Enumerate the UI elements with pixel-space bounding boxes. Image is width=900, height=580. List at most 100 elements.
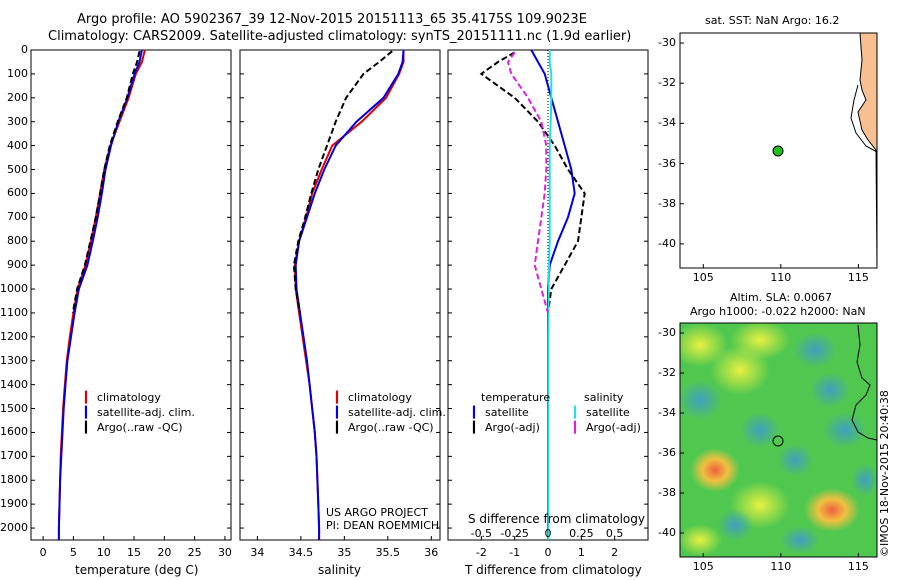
x-tick-label: 0 xyxy=(544,546,552,559)
sst-y-tick-label: -32 xyxy=(658,76,676,90)
sst-map-land xyxy=(857,32,878,269)
legend-item-argo: ▎ Argo(..raw -QC) xyxy=(85,421,183,434)
salinity-xlabel: salinity xyxy=(318,563,362,577)
legend-header-temperature: temperature xyxy=(481,391,551,404)
profile-title: Argo profile: AO 5902367_39 12-Nov-2015 … xyxy=(77,12,587,27)
legend-item-s-argo: ▎ Argo(-adj) xyxy=(574,421,641,434)
sst-x-tick-label: 105 xyxy=(692,271,714,284)
y-tick-label: 400 xyxy=(7,138,28,152)
x-tick-top-label: -0.25 xyxy=(500,527,529,540)
x-tick-label: 10 xyxy=(96,546,111,559)
y-tick-label: 900 xyxy=(7,258,28,272)
sla-map xyxy=(679,322,878,558)
y-tick-label: 800 xyxy=(7,234,28,248)
legend-item-s-satellite: ▎ satellite xyxy=(574,406,630,419)
x-tick-label: 25 xyxy=(187,546,202,559)
pi-annotation: PI: DEAN ROEMMICH xyxy=(326,519,440,532)
temperature-panel xyxy=(30,49,232,541)
y-tick-label: 1700 xyxy=(0,449,28,463)
argo-float-marker-sla xyxy=(772,435,784,447)
argo-float-marker xyxy=(772,145,784,157)
sla-y-tick-label: -40 xyxy=(658,526,676,539)
sst-map xyxy=(679,32,878,269)
y-tick-label: 2000 xyxy=(0,521,28,535)
x-tick-label: 30 xyxy=(217,546,232,559)
series-line-argo--adj- xyxy=(506,51,549,314)
sst-y-tick-label: -34 xyxy=(658,116,676,130)
x-tick-label: 34.5 xyxy=(288,546,314,559)
y-tick-label: 1200 xyxy=(0,329,28,343)
sst-x-tick-label: 115 xyxy=(847,271,869,284)
y-tick-label: 700 xyxy=(7,210,28,224)
x-tick-label: 1 xyxy=(577,546,585,559)
y-tick-label: 0 xyxy=(21,43,28,56)
y-tick-label: 1900 xyxy=(0,497,28,511)
sst-x-tick-label: 110 xyxy=(770,271,792,284)
x-tick-label: 36 xyxy=(424,546,439,559)
x-tick-label: 34 xyxy=(250,546,265,559)
salinity-panel xyxy=(239,49,441,541)
legend-header-salinity: salinity xyxy=(584,391,624,404)
legend-item-climatology: ▎ climatology xyxy=(85,391,161,404)
legend-item-t-argo: ▎ Argo(-adj) xyxy=(473,421,540,434)
sla-y-tick-label: -30 xyxy=(658,326,676,339)
sla-x-tick-label: 110 xyxy=(770,560,792,573)
legend-item-t-satellite: ▎ satellite xyxy=(473,406,529,419)
x-tick-top-label: 0.25 xyxy=(569,527,594,540)
legend-item-satellite: ▎ satellite-adj. clim. xyxy=(85,406,195,419)
legend-item-argo: ▎ Argo(..raw -QC) xyxy=(336,421,434,434)
y-tick-label: 600 xyxy=(7,186,28,200)
series-line-argo---raw--qc- xyxy=(71,50,141,314)
x-tick-label: 20 xyxy=(157,546,172,559)
project-annotation: US ARGO PROJECT xyxy=(326,506,428,519)
climatology-title: Climatology: CARS2009. Satellite-adjuste… xyxy=(48,29,632,44)
sla-map-title-2: Argo h1000: -0.022 h2000: NaN xyxy=(690,305,866,318)
series-line-argo--adj- xyxy=(479,51,586,314)
sla-y-tick-label: -38 xyxy=(658,486,676,499)
sst-y-tick-label: -36 xyxy=(658,156,676,170)
y-tick-label: 1400 xyxy=(0,377,28,391)
x-tick-label: -1 xyxy=(509,546,521,559)
sla-y-tick-label: -32 xyxy=(658,366,676,379)
sst-map-coastline xyxy=(850,84,878,153)
y-tick-label: 1100 xyxy=(0,305,28,319)
y-tick-label: 300 xyxy=(7,114,28,128)
difference-xlabel: T difference from climatology xyxy=(465,563,642,577)
series-line-satellite xyxy=(547,50,553,540)
sla-map-title-1: Altim. SLA: 0.0067 xyxy=(730,291,833,304)
x-tick-label: 15 xyxy=(127,546,142,559)
x-tick-label: 0 xyxy=(39,546,47,559)
y-tick-label: 200 xyxy=(7,90,28,104)
x-tick-label: 2 xyxy=(611,546,619,559)
y-tick-label: 100 xyxy=(7,66,28,80)
x-tick-top-label: 0 xyxy=(544,527,552,540)
y-tick-label: 1500 xyxy=(0,401,28,415)
y-tick-label: 1000 xyxy=(0,282,28,296)
y-tick-label: 1600 xyxy=(0,425,28,439)
imos-timestamp: ©IMOS 18-Nov-2015 20:40:38 xyxy=(878,390,891,557)
sla-x-tick-label: 105 xyxy=(692,560,714,573)
x-tick-label: 35 xyxy=(337,546,352,559)
y-tick-label: 1300 xyxy=(0,353,28,367)
series-line-argo---raw--qc- xyxy=(292,50,393,314)
sla-map-coastline xyxy=(851,324,878,441)
legend-item-climatology: ▎ climatology xyxy=(336,391,412,404)
x-tick-top-label: 0.5 xyxy=(605,527,624,540)
sla-y-tick-label: -34 xyxy=(658,406,676,419)
difference-xlabel-top: S difference from climatology xyxy=(468,512,645,526)
legend-item-satellite: ▎ satellite-adj. clim. xyxy=(336,406,446,419)
sla-y-tick-label: -36 xyxy=(658,446,676,459)
sst-y-tick-label: -30 xyxy=(658,36,676,50)
y-tick-label: 500 xyxy=(7,162,28,176)
x-tick-label: 35.5 xyxy=(375,546,401,559)
sst-y-tick-label: -40 xyxy=(658,236,676,250)
sst-map-title: sat. SST: NaN Argo: 16.2 xyxy=(705,14,840,27)
sst-y-tick-label: -38 xyxy=(658,196,676,210)
sla-x-tick-label: 115 xyxy=(847,560,869,573)
temperature-xlabel: temperature (deg C) xyxy=(75,563,199,577)
x-tick-label: 5 xyxy=(69,546,77,559)
y-tick-label: 1800 xyxy=(0,473,28,487)
x-tick-top-label: -0.5 xyxy=(470,527,493,540)
x-tick-label: -2 xyxy=(475,546,487,559)
